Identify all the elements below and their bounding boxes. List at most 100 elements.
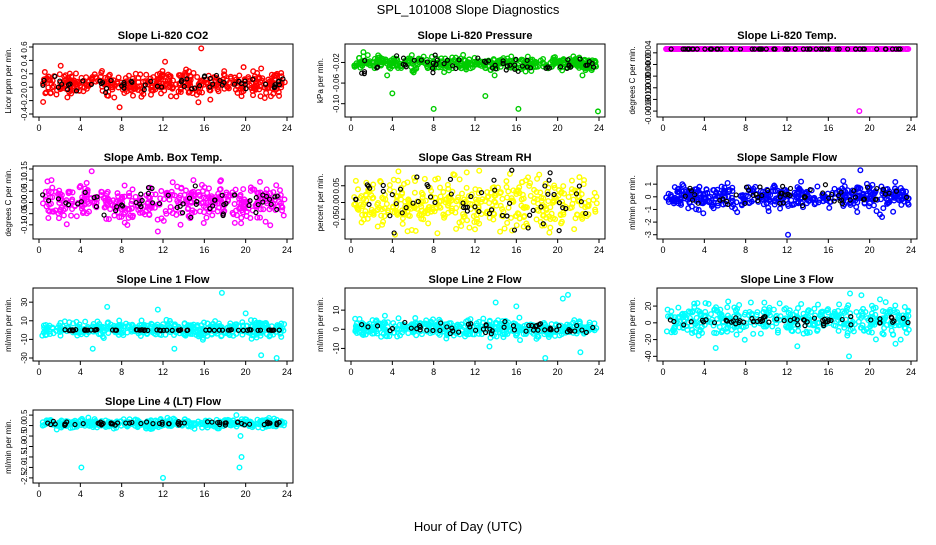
data-point bbox=[870, 330, 875, 335]
data-point bbox=[504, 185, 509, 190]
data-point bbox=[89, 82, 93, 86]
data-point bbox=[58, 63, 63, 68]
data-point bbox=[431, 71, 435, 75]
data-point bbox=[566, 293, 571, 298]
panel-title: Slope Line 3 Flow bbox=[741, 274, 834, 286]
x-tick-label: 20 bbox=[553, 367, 563, 377]
y-tick-label: 10 bbox=[332, 305, 341, 314]
data-point bbox=[504, 68, 508, 72]
y-axis-label: ml/min per min. bbox=[316, 297, 325, 352]
data-point bbox=[855, 210, 860, 215]
data-point bbox=[483, 94, 488, 99]
data-point bbox=[167, 209, 172, 214]
panel-title: Slope Li-820 CO2 bbox=[118, 30, 208, 42]
data-point bbox=[357, 56, 362, 61]
x-tick-label: 24 bbox=[282, 489, 292, 499]
data-point bbox=[467, 225, 472, 230]
data-point bbox=[241, 65, 246, 70]
data-point bbox=[464, 170, 469, 175]
data-point bbox=[778, 206, 783, 211]
data-point bbox=[90, 346, 95, 351]
data-point bbox=[676, 305, 681, 310]
figure-xlabel: Hour of Day (UTC) bbox=[414, 519, 522, 534]
data-point bbox=[64, 222, 69, 227]
x-tick-label: 0 bbox=[660, 245, 665, 255]
x-tick-label: 4 bbox=[702, 367, 707, 377]
data-point bbox=[259, 353, 264, 358]
plot-frame bbox=[657, 44, 917, 117]
data-point bbox=[594, 201, 599, 206]
data-point bbox=[167, 85, 172, 90]
y-tick-label: -40 bbox=[644, 350, 653, 362]
data-point bbox=[517, 216, 522, 221]
data-point bbox=[549, 211, 554, 216]
x-tick-label: 20 bbox=[865, 367, 875, 377]
data-point bbox=[380, 195, 385, 200]
data-point bbox=[257, 75, 262, 80]
data-point bbox=[131, 93, 136, 98]
data-point bbox=[379, 335, 384, 340]
data-point bbox=[92, 72, 97, 77]
data-point bbox=[452, 173, 457, 178]
data-point bbox=[268, 333, 273, 338]
data-point bbox=[870, 303, 875, 308]
data-point bbox=[903, 326, 908, 331]
y-tick-label: 0.6 bbox=[20, 41, 29, 53]
x-tick-label: 24 bbox=[906, 123, 916, 133]
data-point bbox=[196, 100, 201, 105]
data-point bbox=[232, 202, 237, 207]
data-point bbox=[178, 222, 183, 227]
data-point bbox=[493, 300, 498, 305]
data-point bbox=[799, 179, 804, 184]
data-point bbox=[398, 333, 403, 338]
data-point bbox=[84, 181, 89, 186]
data-point bbox=[100, 190, 105, 195]
data-point bbox=[796, 329, 801, 334]
data-point bbox=[893, 341, 898, 346]
data-point bbox=[269, 94, 274, 99]
panel-title: Slope Amb. Box Temp. bbox=[104, 152, 223, 164]
y-axis-label: ml/min per min. bbox=[4, 419, 13, 474]
data-point bbox=[65, 95, 70, 100]
y-tick-label: 0 bbox=[644, 320, 653, 325]
x-tick-label: 4 bbox=[390, 367, 395, 377]
x-tick-label: 0 bbox=[36, 367, 41, 377]
data-point bbox=[201, 221, 206, 226]
data-point bbox=[44, 332, 49, 337]
data-point bbox=[578, 350, 583, 355]
x-tick-label: 24 bbox=[594, 245, 604, 255]
x-tick-label: 16 bbox=[511, 245, 521, 255]
data-point bbox=[167, 197, 172, 202]
x-tick-label: 16 bbox=[511, 367, 521, 377]
series-all bbox=[41, 46, 287, 110]
data-point bbox=[665, 329, 670, 334]
data-point bbox=[848, 291, 853, 296]
x-tick-label: 24 bbox=[594, 123, 604, 133]
data-point bbox=[492, 58, 497, 63]
data-point bbox=[264, 187, 269, 192]
data-point bbox=[105, 86, 109, 90]
x-tick-label: 8 bbox=[743, 245, 748, 255]
data-point bbox=[361, 217, 366, 222]
x-tick-label: 12 bbox=[470, 245, 480, 255]
data-point bbox=[390, 91, 395, 96]
data-point bbox=[268, 223, 273, 228]
x-tick-label: 20 bbox=[241, 123, 251, 133]
y-axis-label: ml/min per min. bbox=[4, 297, 13, 352]
data-point bbox=[766, 205, 771, 210]
series-all bbox=[664, 47, 911, 114]
data-point bbox=[215, 209, 220, 214]
x-tick-label: 24 bbox=[282, 245, 292, 255]
y-tick-label: 1 bbox=[644, 181, 653, 186]
data-point bbox=[538, 190, 543, 195]
data-point bbox=[382, 214, 387, 219]
x-tick-label: 8 bbox=[431, 367, 436, 377]
data-point bbox=[409, 65, 414, 70]
data-point bbox=[454, 206, 459, 211]
data-point bbox=[704, 187, 709, 192]
data-point bbox=[400, 222, 405, 227]
data-point bbox=[874, 337, 879, 342]
data-point bbox=[281, 213, 286, 218]
